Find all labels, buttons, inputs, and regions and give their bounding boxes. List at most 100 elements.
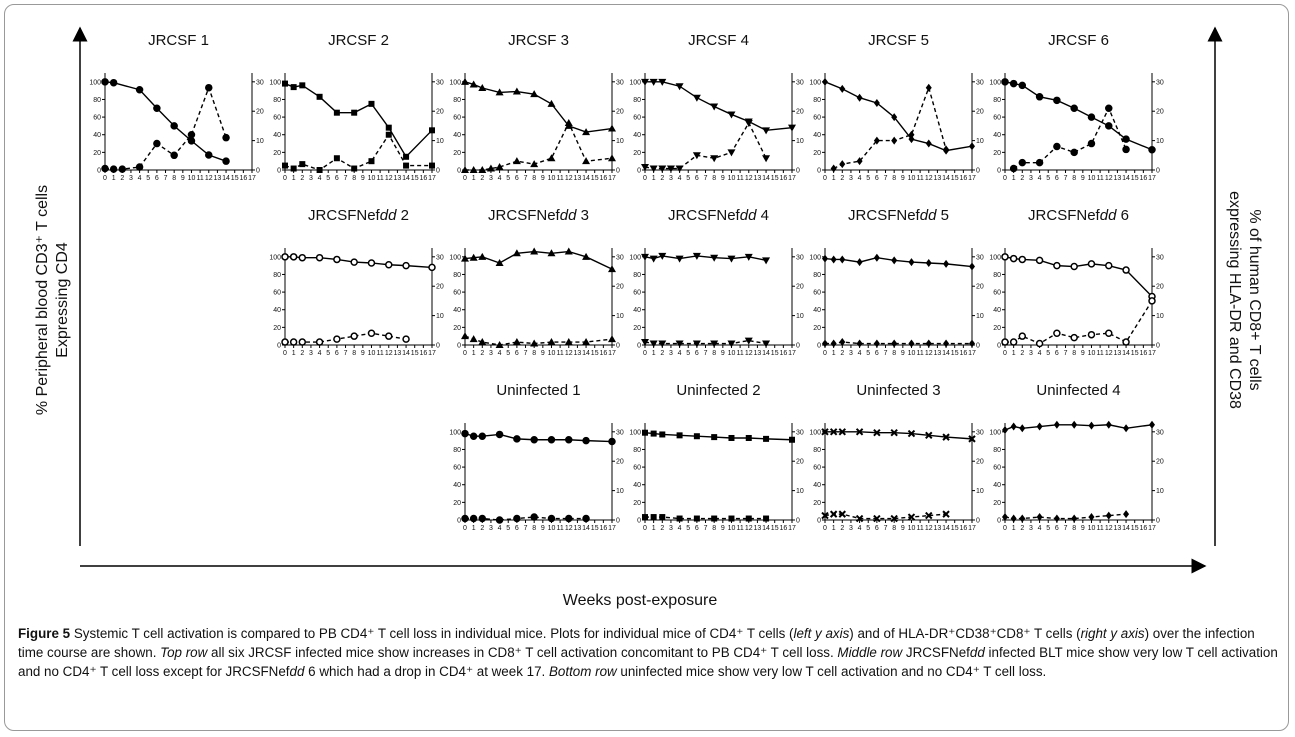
marker <box>1002 513 1008 522</box>
x-tick-label: 1 <box>472 175 476 182</box>
marker <box>469 253 478 261</box>
subplot-title: JRCSFNefdd 5 <box>848 207 949 224</box>
y-tick-label: 80 <box>633 97 641 104</box>
y-tick-label: 80 <box>993 447 1001 454</box>
x-tick-label: 7 <box>164 175 168 182</box>
y-tick-label: 60 <box>93 115 101 122</box>
marker <box>205 83 213 92</box>
marker <box>281 338 289 346</box>
marker <box>925 139 932 148</box>
marker <box>153 139 161 148</box>
marker <box>1123 510 1130 519</box>
x-tick-label: 7 <box>344 175 348 182</box>
y2-tick-label: 30 <box>796 429 804 436</box>
marker <box>153 104 161 113</box>
marker <box>1053 514 1060 523</box>
marker <box>925 83 932 92</box>
x-tick-label: 11 <box>916 175 923 182</box>
x-tick-label: 17 <box>1148 350 1156 357</box>
x-tick-label: 2 <box>1020 175 1024 182</box>
marker <box>1036 422 1043 431</box>
x-tick-label: 3 <box>669 350 673 357</box>
x-tick-label: 9 <box>181 175 185 182</box>
x-tick-label: 17 <box>788 175 796 182</box>
marker <box>891 339 898 348</box>
x-tick-label: 13 <box>1114 525 1122 532</box>
line <box>104 81 227 162</box>
frame <box>4 4 1289 731</box>
marker <box>890 428 898 437</box>
text-segment: Bottom row <box>548 664 617 679</box>
y2-tick-label: 20 <box>436 109 444 116</box>
marker <box>675 83 684 91</box>
marker <box>925 511 933 520</box>
line <box>644 121 767 170</box>
marker <box>478 166 487 173</box>
y-tick-label: 20 <box>813 325 821 332</box>
y-tick-label: 20 <box>633 325 641 332</box>
marker <box>461 166 469 173</box>
x-tick-label: 5 <box>326 175 330 182</box>
marker <box>385 131 392 138</box>
marker <box>565 514 573 523</box>
marker <box>925 258 932 267</box>
marker <box>943 145 950 154</box>
x-tick-label: 15 <box>1131 175 1139 182</box>
text-segment: ) and of HLA-DR⁺CD38⁺CD8⁺ T cells ( <box>849 626 1081 641</box>
marker <box>461 332 469 340</box>
y2-tick-label: 30 <box>976 429 984 436</box>
subplot-title: JRCSF 1 <box>148 32 209 49</box>
y2-tick-label: 0 <box>1156 518 1160 525</box>
x-tick-label: 6 <box>335 350 339 357</box>
y2-tick-label: 20 <box>1156 284 1164 291</box>
marker <box>564 338 573 346</box>
x-tick-label: 6 <box>695 175 699 182</box>
y-tick-label: 100 <box>449 79 461 86</box>
y-tick-label: 20 <box>453 500 461 507</box>
x-tick-label: 3 <box>669 525 673 532</box>
x-tick-label: 9 <box>901 350 905 357</box>
marker <box>942 510 950 518</box>
marker <box>822 339 828 348</box>
marker <box>675 255 684 263</box>
line <box>824 256 973 268</box>
marker <box>222 133 230 142</box>
line <box>1013 106 1127 170</box>
x-tick-label: 9 <box>901 525 905 532</box>
line <box>464 81 613 133</box>
x-tick-label: 12 <box>925 525 933 532</box>
y-tick-label: 60 <box>993 115 1001 122</box>
y2-tick-label: 20 <box>616 109 624 116</box>
marker <box>942 433 950 441</box>
marker <box>856 93 863 102</box>
y-tick-label: 20 <box>993 500 1001 507</box>
marker <box>315 253 324 262</box>
x-tick-label: 9 <box>1081 525 1085 532</box>
y-tick-label: 60 <box>453 465 461 472</box>
y-tick-label: 80 <box>813 97 821 104</box>
marker <box>333 255 341 264</box>
marker <box>350 258 358 266</box>
y-tick-label: 60 <box>633 465 641 472</box>
marker <box>907 429 916 438</box>
marker <box>762 340 771 348</box>
marker <box>1053 261 1061 270</box>
x-tick-label: 3 <box>309 350 313 357</box>
x-tick-label: 10 <box>1088 350 1096 357</box>
x-tick-label: 16 <box>239 175 247 182</box>
y2-tick-label: 0 <box>616 168 620 175</box>
x-tick-label: 10 <box>728 350 736 357</box>
subplot-title: Uninfected 1 <box>496 382 580 399</box>
marker <box>856 339 863 348</box>
marker <box>333 335 341 343</box>
y-tick-label: 20 <box>633 500 641 507</box>
text-segment: 6 which had a drop in CD4⁺ at week 17. <box>304 664 549 679</box>
x-tick-label: 9 <box>901 175 905 182</box>
marker <box>838 510 847 518</box>
marker <box>512 87 521 95</box>
marker <box>547 514 556 523</box>
marker <box>1122 145 1130 154</box>
